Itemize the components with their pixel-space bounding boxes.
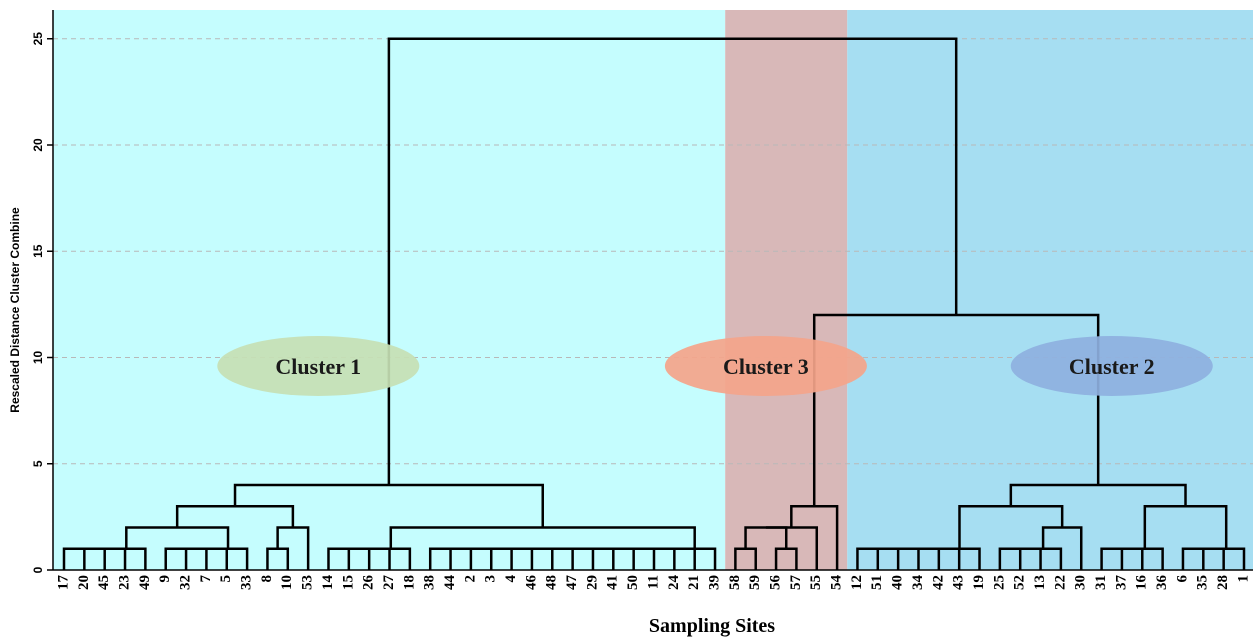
branch-35 xyxy=(765,526,819,570)
x-tick-label-32: 32 xyxy=(178,575,194,590)
y-tick-label-10: 10 xyxy=(31,351,45,365)
y-tick-label-5: 5 xyxy=(31,460,45,467)
x-tick-label-28: 28 xyxy=(1215,575,1231,590)
x-tick-label-29: 29 xyxy=(584,575,600,590)
x-tick-label-41: 41 xyxy=(605,575,621,590)
x-tick-label-8: 8 xyxy=(259,575,275,583)
x-tick-label-26: 26 xyxy=(361,575,377,591)
x-tick-label-17: 17 xyxy=(55,575,71,591)
y-tick-label-25: 25 xyxy=(31,32,45,46)
x-tick-label-9: 9 xyxy=(157,575,173,583)
x-tick-label-23: 23 xyxy=(116,575,132,590)
x-tick-label-48: 48 xyxy=(544,575,560,590)
cluster-label-1: Cluster 1 xyxy=(275,354,361,379)
cluster-label-3: Cluster 2 xyxy=(1069,354,1155,379)
branch-45 xyxy=(1025,547,1063,570)
x-tick-label-49: 49 xyxy=(137,575,153,590)
x-tick-label-46: 46 xyxy=(523,575,539,591)
x-tick-label-47: 47 xyxy=(564,575,580,591)
branch-37 xyxy=(856,547,880,570)
x-tick-label-5: 5 xyxy=(218,575,234,583)
x-tick-label-53: 53 xyxy=(300,575,316,590)
x-tick-label-54: 54 xyxy=(829,575,845,591)
cluster-region-2 xyxy=(725,10,848,570)
cluster-region-3 xyxy=(847,10,1253,570)
x-tick-label-37: 37 xyxy=(1113,575,1129,591)
x-tick-label-12: 12 xyxy=(849,575,865,590)
branch-29 xyxy=(674,547,717,570)
x-tick-label-58: 58 xyxy=(727,575,743,590)
x-tick-label-2: 2 xyxy=(462,575,478,583)
x-tick-label-59: 59 xyxy=(747,575,763,590)
x-tick-label-35: 35 xyxy=(1195,575,1211,590)
cluster-annotations: Cluster 1 Cluster 3 Cluster 2 xyxy=(217,336,1213,396)
x-tick-label-27: 27 xyxy=(381,575,397,591)
y-tick-label-0: 0 xyxy=(31,566,45,573)
cluster-ellipse-1 xyxy=(217,336,420,396)
branch-53 xyxy=(1208,547,1246,570)
x-tick-label-34: 34 xyxy=(910,575,926,591)
x-tick-label-6: 6 xyxy=(1174,575,1190,583)
axes xyxy=(52,10,1253,571)
branch-50 xyxy=(1127,547,1164,570)
x-tick-label-44: 44 xyxy=(442,575,458,591)
branch-34 xyxy=(744,526,788,549)
y-tick-labels: 0 5 10 15 20 25 xyxy=(31,32,53,573)
x-tick-label-31: 31 xyxy=(1093,575,1109,590)
x-tick-label-22: 22 xyxy=(1052,575,1068,590)
x-tick-label-36: 36 xyxy=(1154,575,1170,591)
x-tick-label-15: 15 xyxy=(340,575,356,590)
x-tick-label-18: 18 xyxy=(401,575,417,590)
x-tick-label-57: 57 xyxy=(788,575,804,591)
x-tick-label-51: 51 xyxy=(869,575,885,590)
x-tick-label-50: 50 xyxy=(625,575,641,590)
y-tick-label-20: 20 xyxy=(31,138,45,152)
branch-7 xyxy=(208,547,249,570)
x-tick-label-45: 45 xyxy=(96,575,112,590)
x-tick-label-21: 21 xyxy=(686,575,702,590)
branch-15 xyxy=(371,547,412,570)
x-axis-title: Sampling Sites xyxy=(649,615,775,637)
x-tick-label-40: 40 xyxy=(890,575,906,590)
x-tick-label-42: 42 xyxy=(930,575,946,590)
x-tick-label-56: 56 xyxy=(768,575,784,591)
x-tick-label-16: 16 xyxy=(1134,575,1150,591)
x-tick-label-33: 33 xyxy=(239,575,255,590)
cluster-label-2: Cluster 3 xyxy=(723,354,809,379)
y-tick-label-15: 15 xyxy=(31,244,45,258)
y-axis-title: Rescaled Distance Cluster Combine xyxy=(8,207,22,413)
x-tick-label-43: 43 xyxy=(951,575,967,590)
x-tick-label-30: 30 xyxy=(1073,575,1089,590)
x-tick-label-24: 24 xyxy=(666,575,682,591)
x-tick-labels: 17 20 45 23 49 9 32 7 5 33 8 10 53 14 15 26 27 18 38 44 2 3 4 4… xyxy=(55,575,1251,591)
x-tick-label-55: 55 xyxy=(808,575,824,590)
x-tick-label-39: 39 xyxy=(706,575,722,590)
x-tick-label-1: 1 xyxy=(1235,575,1251,583)
branch-57 xyxy=(387,37,958,485)
x-tick-label-20: 20 xyxy=(76,575,92,590)
dendrogram-branches xyxy=(62,37,1246,570)
x-tick-label-52: 52 xyxy=(1012,575,1028,590)
x-tick-label-11: 11 xyxy=(645,575,661,589)
branch-3 xyxy=(107,547,147,570)
x-tick-label-3: 3 xyxy=(483,575,499,583)
x-tick-label-14: 14 xyxy=(320,575,336,591)
x-tick-label-10: 10 xyxy=(279,575,295,590)
branch-42 xyxy=(939,547,981,570)
x-tick-label-4: 4 xyxy=(503,575,519,583)
x-tick-label-38: 38 xyxy=(422,575,438,590)
branch-0 xyxy=(62,547,86,570)
cluster-ellipse-2 xyxy=(664,336,867,396)
x-tick-label-7: 7 xyxy=(198,575,214,583)
x-tick-label-25: 25 xyxy=(991,575,1007,590)
branch-4 xyxy=(164,547,188,570)
cluster-ellipse-3 xyxy=(1010,336,1213,396)
x-tick-label-13: 13 xyxy=(1032,575,1048,590)
x-tick-label-19: 19 xyxy=(971,575,987,590)
